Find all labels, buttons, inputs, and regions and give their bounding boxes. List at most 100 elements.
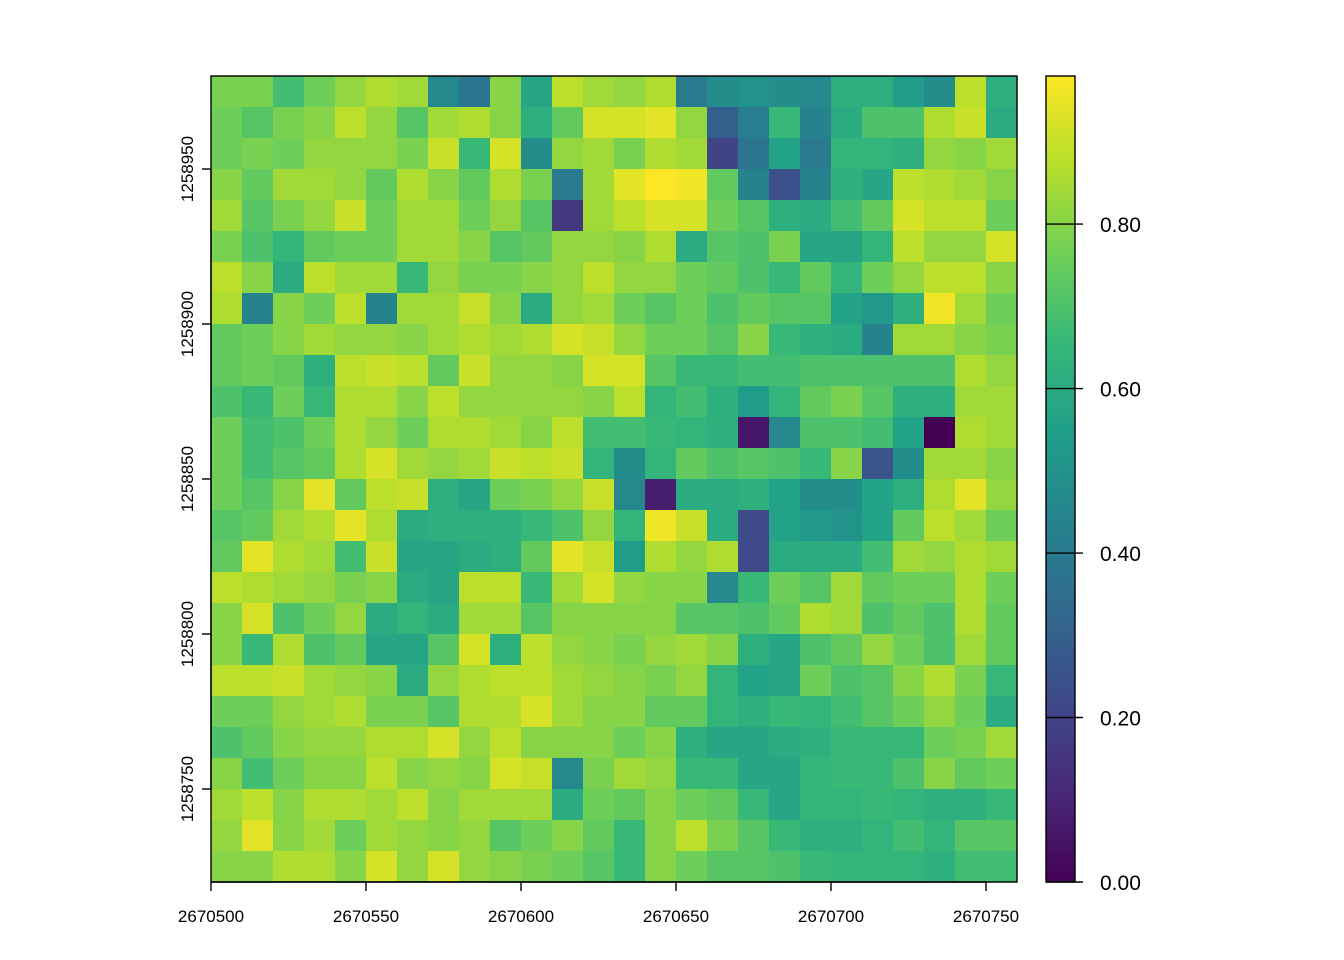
color-legend: 0.00 0.20 0.40 0.60 0.80 (1045, 75, 1141, 895)
raster-cell (490, 572, 522, 604)
raster-cell (707, 696, 739, 728)
raster-cell (521, 200, 553, 232)
raster-cell (428, 200, 460, 232)
raster-cell (335, 820, 367, 852)
raster-cell (800, 789, 832, 821)
raster-cell (273, 200, 305, 232)
raster-cell (552, 169, 584, 201)
raster-cell (366, 603, 398, 635)
raster-cell (862, 510, 894, 542)
raster-cell (831, 851, 863, 883)
raster-cell (893, 200, 925, 232)
raster-cell (366, 138, 398, 170)
raster-cell (645, 138, 677, 170)
raster-cell (521, 479, 553, 511)
raster-cell (552, 727, 584, 759)
raster-cell (924, 262, 956, 294)
raster-cell (676, 293, 708, 325)
raster-cell (211, 324, 243, 356)
raster-cell (304, 479, 336, 511)
raster-cell (583, 541, 615, 573)
raster-cell (273, 479, 305, 511)
raster-cell (986, 355, 1018, 387)
raster-cell (490, 665, 522, 697)
raster-cell (273, 355, 305, 387)
raster-cell (924, 696, 956, 728)
raster-cell (366, 479, 398, 511)
raster-cell (738, 541, 770, 573)
raster-cell (769, 820, 801, 852)
raster-cell (738, 727, 770, 759)
raster-cell (738, 448, 770, 480)
legend-ticks: 0.00 0.20 0.40 0.60 0.80 (1046, 214, 1141, 895)
raster-cell (583, 696, 615, 728)
raster-cell (397, 324, 429, 356)
raster-cell (552, 758, 584, 790)
raster-cell (366, 262, 398, 294)
raster-cell (769, 665, 801, 697)
raster-cell (831, 820, 863, 852)
raster-cell (614, 665, 646, 697)
raster-cell (397, 696, 429, 728)
raster-cell (862, 665, 894, 697)
raster-cell (583, 758, 615, 790)
raster-cell (459, 200, 491, 232)
raster-cell (645, 386, 677, 418)
raster-cell (986, 665, 1018, 697)
raster-cell (924, 138, 956, 170)
raster-cell (273, 665, 305, 697)
raster-cell (893, 262, 925, 294)
raster-cell (645, 231, 677, 263)
raster-cell (304, 386, 336, 418)
raster-cell (614, 138, 646, 170)
raster-cell (831, 727, 863, 759)
raster-cell (645, 293, 677, 325)
raster-cell (521, 758, 553, 790)
raster-cell (862, 200, 894, 232)
raster-cell (707, 262, 739, 294)
raster-cell (273, 789, 305, 821)
raster-cell (893, 355, 925, 387)
raster-cell (676, 541, 708, 573)
raster-cell (490, 541, 522, 573)
raster-cell (459, 169, 491, 201)
raster-cell (459, 138, 491, 170)
raster-cell (521, 510, 553, 542)
raster-cell (583, 851, 615, 883)
raster-cell (707, 293, 739, 325)
raster-cell (242, 417, 274, 449)
raster-cell (428, 262, 460, 294)
raster-cell (304, 417, 336, 449)
raster-cell (986, 417, 1018, 449)
raster-cell (893, 665, 925, 697)
raster-cell (769, 324, 801, 356)
raster-cell (862, 727, 894, 759)
raster-cell (862, 293, 894, 325)
raster-cell (552, 510, 584, 542)
raster-cell (986, 448, 1018, 480)
raster-cell (428, 107, 460, 139)
raster-cell (242, 789, 274, 821)
raster-cell (769, 727, 801, 759)
raster-cell (955, 696, 987, 728)
raster-cell (738, 262, 770, 294)
raster-cell (862, 107, 894, 139)
raster-cell (273, 324, 305, 356)
raster-cell (645, 200, 677, 232)
raster-cell (366, 665, 398, 697)
raster-cell (924, 107, 956, 139)
raster-cell (893, 758, 925, 790)
raster-cell (800, 293, 832, 325)
raster-cell (645, 572, 677, 604)
raster-cell (459, 293, 491, 325)
x-tick-label: 2670550 (333, 907, 399, 926)
raster-cell (955, 727, 987, 759)
raster-cell (924, 293, 956, 325)
raster-cell (676, 324, 708, 356)
raster-cell (552, 696, 584, 728)
raster-cell (676, 200, 708, 232)
raster-cell (211, 200, 243, 232)
raster-cell (583, 76, 615, 108)
raster-cell (366, 820, 398, 852)
raster-cell (428, 820, 460, 852)
